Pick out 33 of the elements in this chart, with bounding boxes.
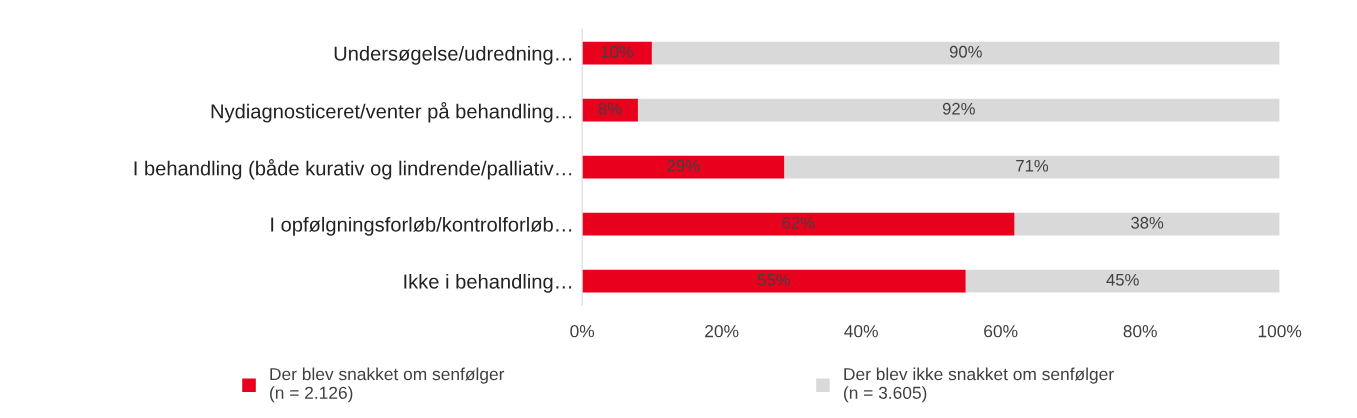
data-label: 62% (782, 216, 815, 229)
bar (637, 98, 1280, 122)
x-tick-label: 100% (1258, 325, 1302, 338)
bar (965, 269, 1280, 293)
data-label: 71% (1016, 159, 1049, 172)
x-tick-label: 80% (1123, 325, 1157, 338)
y-tick-label: Undersøgelse/udredning… (334, 45, 572, 65)
legend-label: Der blev snakket om senfølger (n = 2.126) (270, 367, 505, 403)
bar (1014, 212, 1280, 236)
y-tick-label: Ikke i behandling… (404, 273, 572, 293)
data-label: 38% (1131, 216, 1164, 229)
bar (651, 41, 1280, 65)
bar (784, 155, 1280, 179)
bar (582, 212, 1015, 236)
y-tick-label: Nydiagnosticeret/venter på behandling… (211, 102, 572, 123)
data-label: 8% (598, 102, 622, 115)
data-label: 10% (601, 45, 634, 58)
legend-label: Der blev ikke snakket om senfølger (n = 3.605) (844, 367, 1114, 403)
data-label: 90% (949, 45, 982, 58)
x-tick-label: 0% (570, 325, 595, 338)
data-label: 92% (942, 102, 975, 115)
data-label: 29% (667, 159, 700, 172)
bar (582, 155, 785, 179)
x-tick-label: 60% (984, 325, 1018, 338)
bar (582, 41, 652, 65)
y-tick-label: I behandling (både kurativ og lindrende/palliativ… (134, 159, 572, 180)
bar (582, 98, 638, 122)
data-label: 45% (1106, 273, 1139, 286)
x-tick-label: 40% (844, 325, 878, 338)
y-tick-label: I opfølgningsforløb/kontrolforløb… (271, 216, 572, 236)
data-label: 55% (757, 273, 791, 286)
x-tick-label: 20% (705, 325, 739, 338)
bar (582, 269, 966, 293)
